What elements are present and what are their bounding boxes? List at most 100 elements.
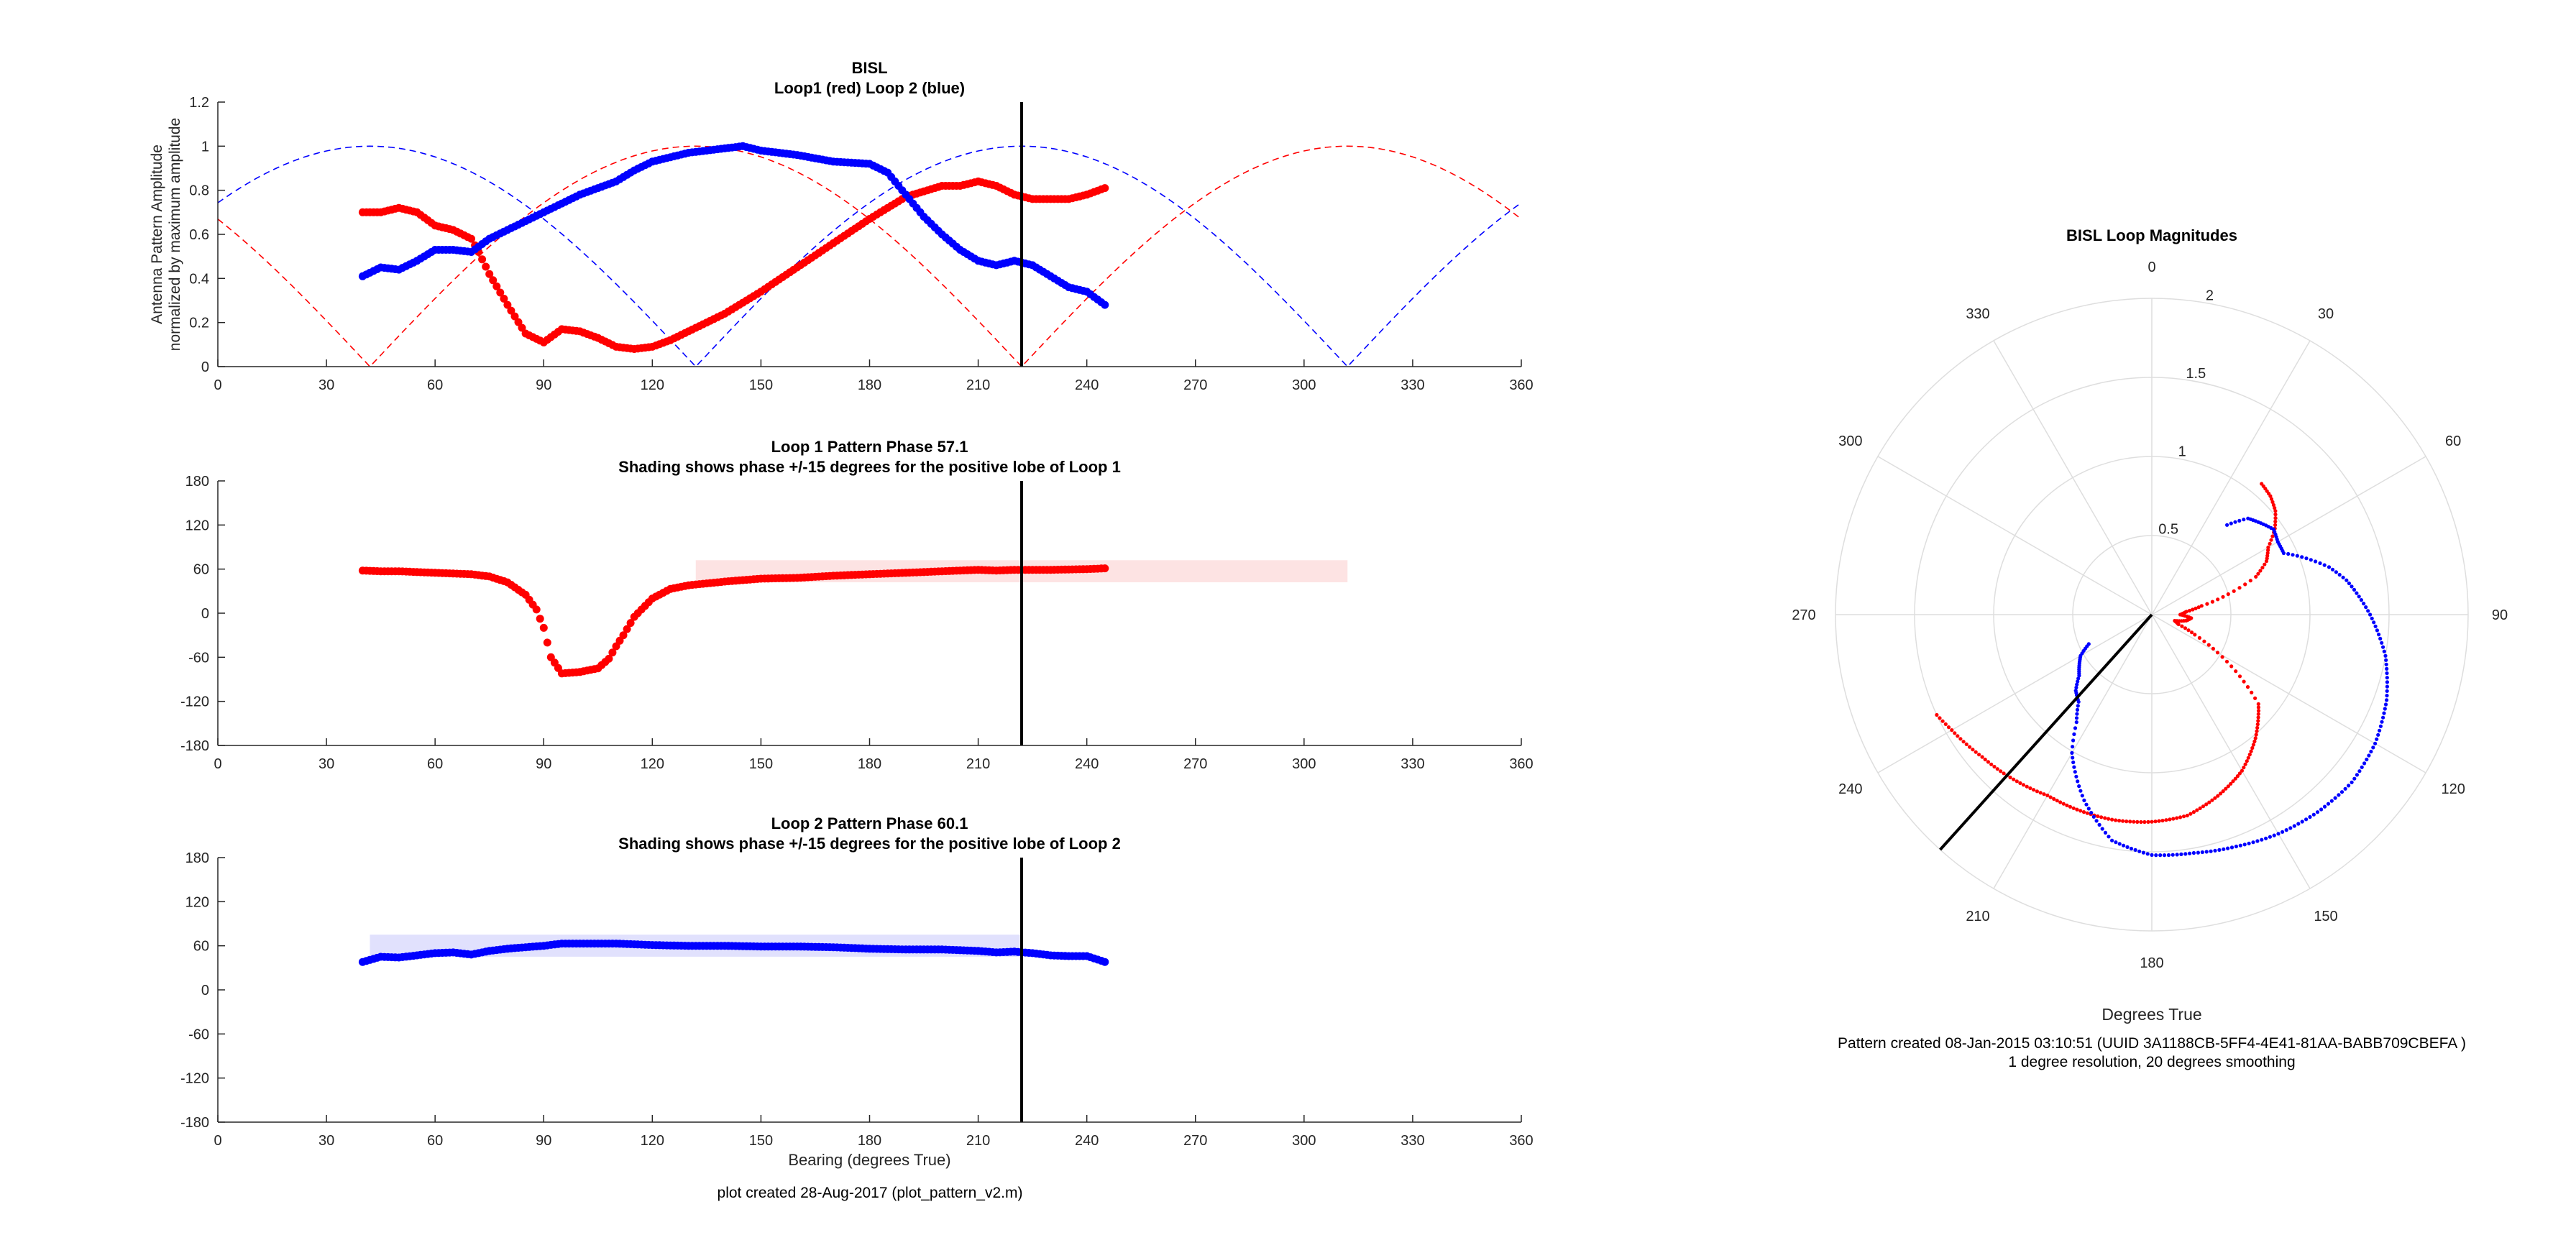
polar-data-point xyxy=(2383,653,2388,658)
polar-data-point xyxy=(2255,722,2260,727)
polar-data-point xyxy=(2210,798,2214,802)
x-tick-label: 360 xyxy=(1509,756,1533,772)
polar-data-point xyxy=(2183,852,2188,856)
x-tick-label: 0 xyxy=(214,1133,221,1149)
data-point xyxy=(623,625,631,633)
polar-data-point xyxy=(2265,554,2270,558)
x-tick-label: 0 xyxy=(214,756,221,772)
polar-data-point xyxy=(2133,848,2137,852)
polar-data-point xyxy=(2365,757,2369,762)
x-tick-label: 360 xyxy=(1509,1133,1533,1149)
polar-data-point xyxy=(2168,817,2172,822)
polar-data-point xyxy=(2378,728,2382,733)
polar-data-point xyxy=(2350,780,2354,784)
polar-data-point xyxy=(2385,676,2389,680)
data-point xyxy=(1101,564,1109,573)
polar-data-point xyxy=(2211,646,2215,651)
polar-data-point xyxy=(2268,541,2272,546)
data-point xyxy=(514,318,523,326)
data-point xyxy=(1101,184,1109,193)
polar-data-point xyxy=(2072,732,2076,736)
polar-data-point xyxy=(2085,811,2089,815)
polar-data-point xyxy=(2045,793,2050,798)
x-tick-label: 90 xyxy=(536,756,551,772)
x-tick-label: 360 xyxy=(1509,377,1533,393)
polar-data-point xyxy=(2107,817,2111,821)
polar-data-point xyxy=(2089,811,2094,815)
polar-data-point xyxy=(2314,559,2318,564)
polar-data-point xyxy=(2200,850,2204,855)
polar-data-point xyxy=(2246,756,2250,760)
polar-data-point xyxy=(2242,518,2246,522)
angle-tick-label: 270 xyxy=(1792,607,1815,623)
polar-data-point xyxy=(2191,607,2195,612)
polar-data-point xyxy=(2326,802,2331,806)
polar-data-point xyxy=(2178,815,2183,819)
polar-data-point xyxy=(2071,745,2075,749)
polar-data-point xyxy=(2263,562,2267,566)
polar-data-point xyxy=(2315,810,2320,814)
x-tick-label: 180 xyxy=(858,1133,881,1149)
polar-data-point xyxy=(2243,762,2247,766)
chart-title: BISL xyxy=(851,59,887,77)
polar-data-point xyxy=(2086,642,2091,646)
polar-data-point xyxy=(2097,822,2101,827)
x-tick-label: 330 xyxy=(1401,377,1424,393)
polar-data-point xyxy=(2266,545,2270,550)
polar-data-point xyxy=(2234,669,2238,674)
polar-data-point xyxy=(2110,838,2114,843)
y-tick-label: 180 xyxy=(185,474,209,490)
polar-data-point xyxy=(1953,731,1957,735)
loop-magnitudes-polar-chart: 0 30 60 90 120 150 180 210 240 270 300 330 0.5 1 1.5 2 B… xyxy=(1792,226,2508,1024)
polar-data-point xyxy=(2125,845,2130,849)
polar-data-point xyxy=(2385,698,2389,702)
polar-data-point xyxy=(2256,705,2260,710)
y-tick-label: -180 xyxy=(180,738,209,754)
polar-data-point xyxy=(2191,810,2196,814)
polar-data-point xyxy=(2273,509,2278,513)
polar-data-point xyxy=(2359,598,2363,602)
polar-data-point xyxy=(2347,581,2351,586)
polar-spoke xyxy=(1877,456,2153,615)
x-tick-label: 300 xyxy=(1292,1133,1316,1149)
polar-series-2 xyxy=(2070,516,2389,858)
x-tick-label: 120 xyxy=(641,377,664,393)
angle-tick-label: 0 xyxy=(2148,260,2155,275)
polar-data-point xyxy=(2224,659,2229,664)
x-tick-label: 330 xyxy=(1401,1133,1424,1149)
chart-title: Loop 2 Pattern Phase 60.1 xyxy=(771,814,968,832)
polar-data-point xyxy=(2213,796,2217,800)
polar-data-point xyxy=(2122,843,2126,848)
x-tick-label: 150 xyxy=(749,756,773,772)
data-point xyxy=(492,282,501,290)
polar-data-point xyxy=(2270,500,2275,505)
polar-data-point xyxy=(1964,742,1968,746)
polar-data-point xyxy=(2008,775,2012,780)
polar-data-point xyxy=(2231,779,2235,784)
polar-data-point xyxy=(2074,774,2078,779)
polar-data-point xyxy=(2091,814,2096,819)
y-axis-label: Antenna Pattern Amplitude xyxy=(149,144,165,324)
polar-data-point xyxy=(2368,612,2373,617)
x-tick-label: 210 xyxy=(966,1133,990,1149)
polar-data-point xyxy=(2002,771,2006,776)
x-tick-label: 210 xyxy=(966,756,990,772)
series-1 xyxy=(358,940,1109,966)
polar-data-point xyxy=(2103,830,2108,835)
polar-data-point xyxy=(2378,636,2383,641)
polar-data-point xyxy=(2347,784,2351,788)
polar-bearing-line xyxy=(1939,613,2153,851)
data-point xyxy=(478,255,487,264)
polar-data-point xyxy=(2250,745,2255,750)
polar-spoke xyxy=(1877,614,2153,773)
polar-data-point xyxy=(2370,616,2374,620)
x-tick-label: 300 xyxy=(1292,756,1316,772)
polar-data-point xyxy=(1989,762,1994,766)
polar-data-point xyxy=(2204,850,2209,854)
polar-data-point xyxy=(2121,819,2125,823)
polar-data-point xyxy=(2175,816,2179,820)
polar-data-point xyxy=(2074,685,2078,690)
polar-data-point xyxy=(2075,807,2079,812)
polar-data-point xyxy=(2253,696,2258,700)
